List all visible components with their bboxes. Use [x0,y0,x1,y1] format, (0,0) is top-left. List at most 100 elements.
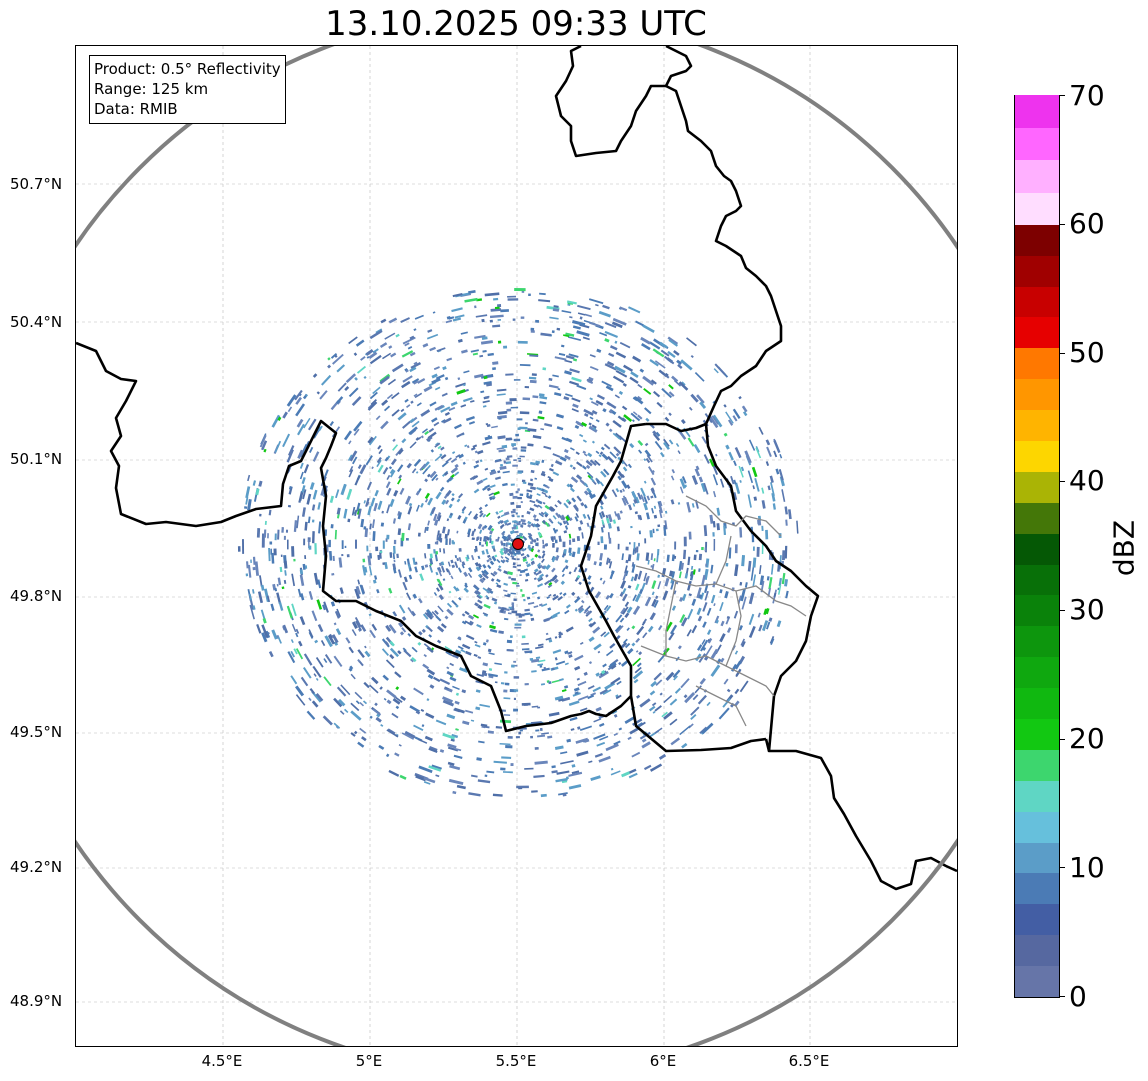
echo-cell [633,542,636,550]
echo-cell [571,497,577,503]
echo-cell [478,506,483,511]
echo-cell [574,654,584,662]
echo-cell [317,579,322,589]
echo-cell [412,557,416,565]
echo-cell [274,536,277,540]
echo-cell [537,415,545,420]
echo-cell [489,560,495,566]
echo-cell [389,470,396,478]
echo-cell [377,445,382,450]
echo-cell [454,649,462,655]
echo-cell [551,567,556,573]
echo-cell [595,450,600,455]
echo-cell [637,514,641,520]
echo-cell [477,779,491,784]
echo-cell [513,552,517,555]
echo-cell [528,376,537,380]
echo-cell [386,393,393,400]
lat-label-50-7: 50.7°N [10,175,63,193]
echo-cell [510,554,515,559]
echo-cell [716,658,722,665]
echo-cell [697,644,703,651]
echo-cell [501,542,504,546]
echo-cell [725,562,729,567]
echo-cell [392,611,398,617]
echo-cell [740,638,746,646]
echo-cell [277,636,282,644]
echo-cell [333,697,343,708]
echo-cell [422,663,430,670]
echo-cell [314,639,319,644]
colorbar-tick [1059,867,1065,868]
echo-cell [335,489,340,499]
echo-cell [644,538,647,544]
echo-cell [639,731,651,740]
echo-cell [529,379,537,384]
echo-cell [533,577,537,581]
echo-cell [484,395,490,399]
echo-cell [341,540,344,550]
echo-cell [752,546,755,551]
echo-cell [535,498,539,502]
echo-cell [781,489,786,502]
echo-cell [393,539,397,545]
echo-cell [301,485,306,493]
echo-cell [532,395,539,399]
echo-cell [619,510,623,514]
echo-cell [652,528,655,534]
echo-cell [557,499,562,505]
echo-cell [667,336,679,345]
echo-cell [543,445,552,450]
echo-cell [267,533,269,539]
echo-cell [286,394,297,407]
echo-cell [447,561,451,567]
echo-cell [720,657,725,663]
echo-cell [295,396,302,405]
echo-cell [511,610,518,614]
echo-cell [249,593,253,601]
echo-cell [650,565,653,568]
echo-cell [400,695,407,701]
echo-cell [544,543,548,547]
echo-cell [741,641,746,648]
echo-cell [404,342,410,347]
echo-cell [476,623,482,628]
echo-cell [571,764,576,768]
echo-cell [500,559,505,564]
echo-cell [451,493,455,497]
echo-cell [521,593,525,597]
radar-map[interactable] [75,45,958,1047]
echo-cell [502,470,510,474]
echo-cell [572,403,579,409]
echo-cell [569,464,574,468]
echo-cell [452,653,459,659]
echo-cell [641,621,646,626]
echo-cell [372,348,379,354]
echo-cell [711,463,719,475]
echo-cell [637,383,643,389]
echo-cell [710,648,719,659]
echo-cell [360,355,366,361]
echo-cell [435,477,439,481]
colorbar-segment [1015,594,1059,627]
echo-cell [408,426,418,436]
echo-cell [694,685,702,694]
echo-cell [663,695,673,704]
echo-cell [415,504,420,512]
echo-cell [621,497,627,506]
radar-site-marker[interactable] [512,538,524,550]
echo-cell [595,706,602,712]
echo-cell [537,643,544,647]
range-text: Range: 125 km [94,80,209,98]
echo-cell [295,632,299,638]
echo-cell [532,514,537,519]
echo-cell [702,621,707,628]
echo-cell [483,524,488,529]
echo-cell [620,580,627,589]
echo-cell [608,352,615,358]
echo-cell [259,513,262,517]
echo-cell [524,547,527,551]
echo-cell [602,408,607,413]
echo-cell [409,733,416,739]
echo-cell [358,660,364,667]
